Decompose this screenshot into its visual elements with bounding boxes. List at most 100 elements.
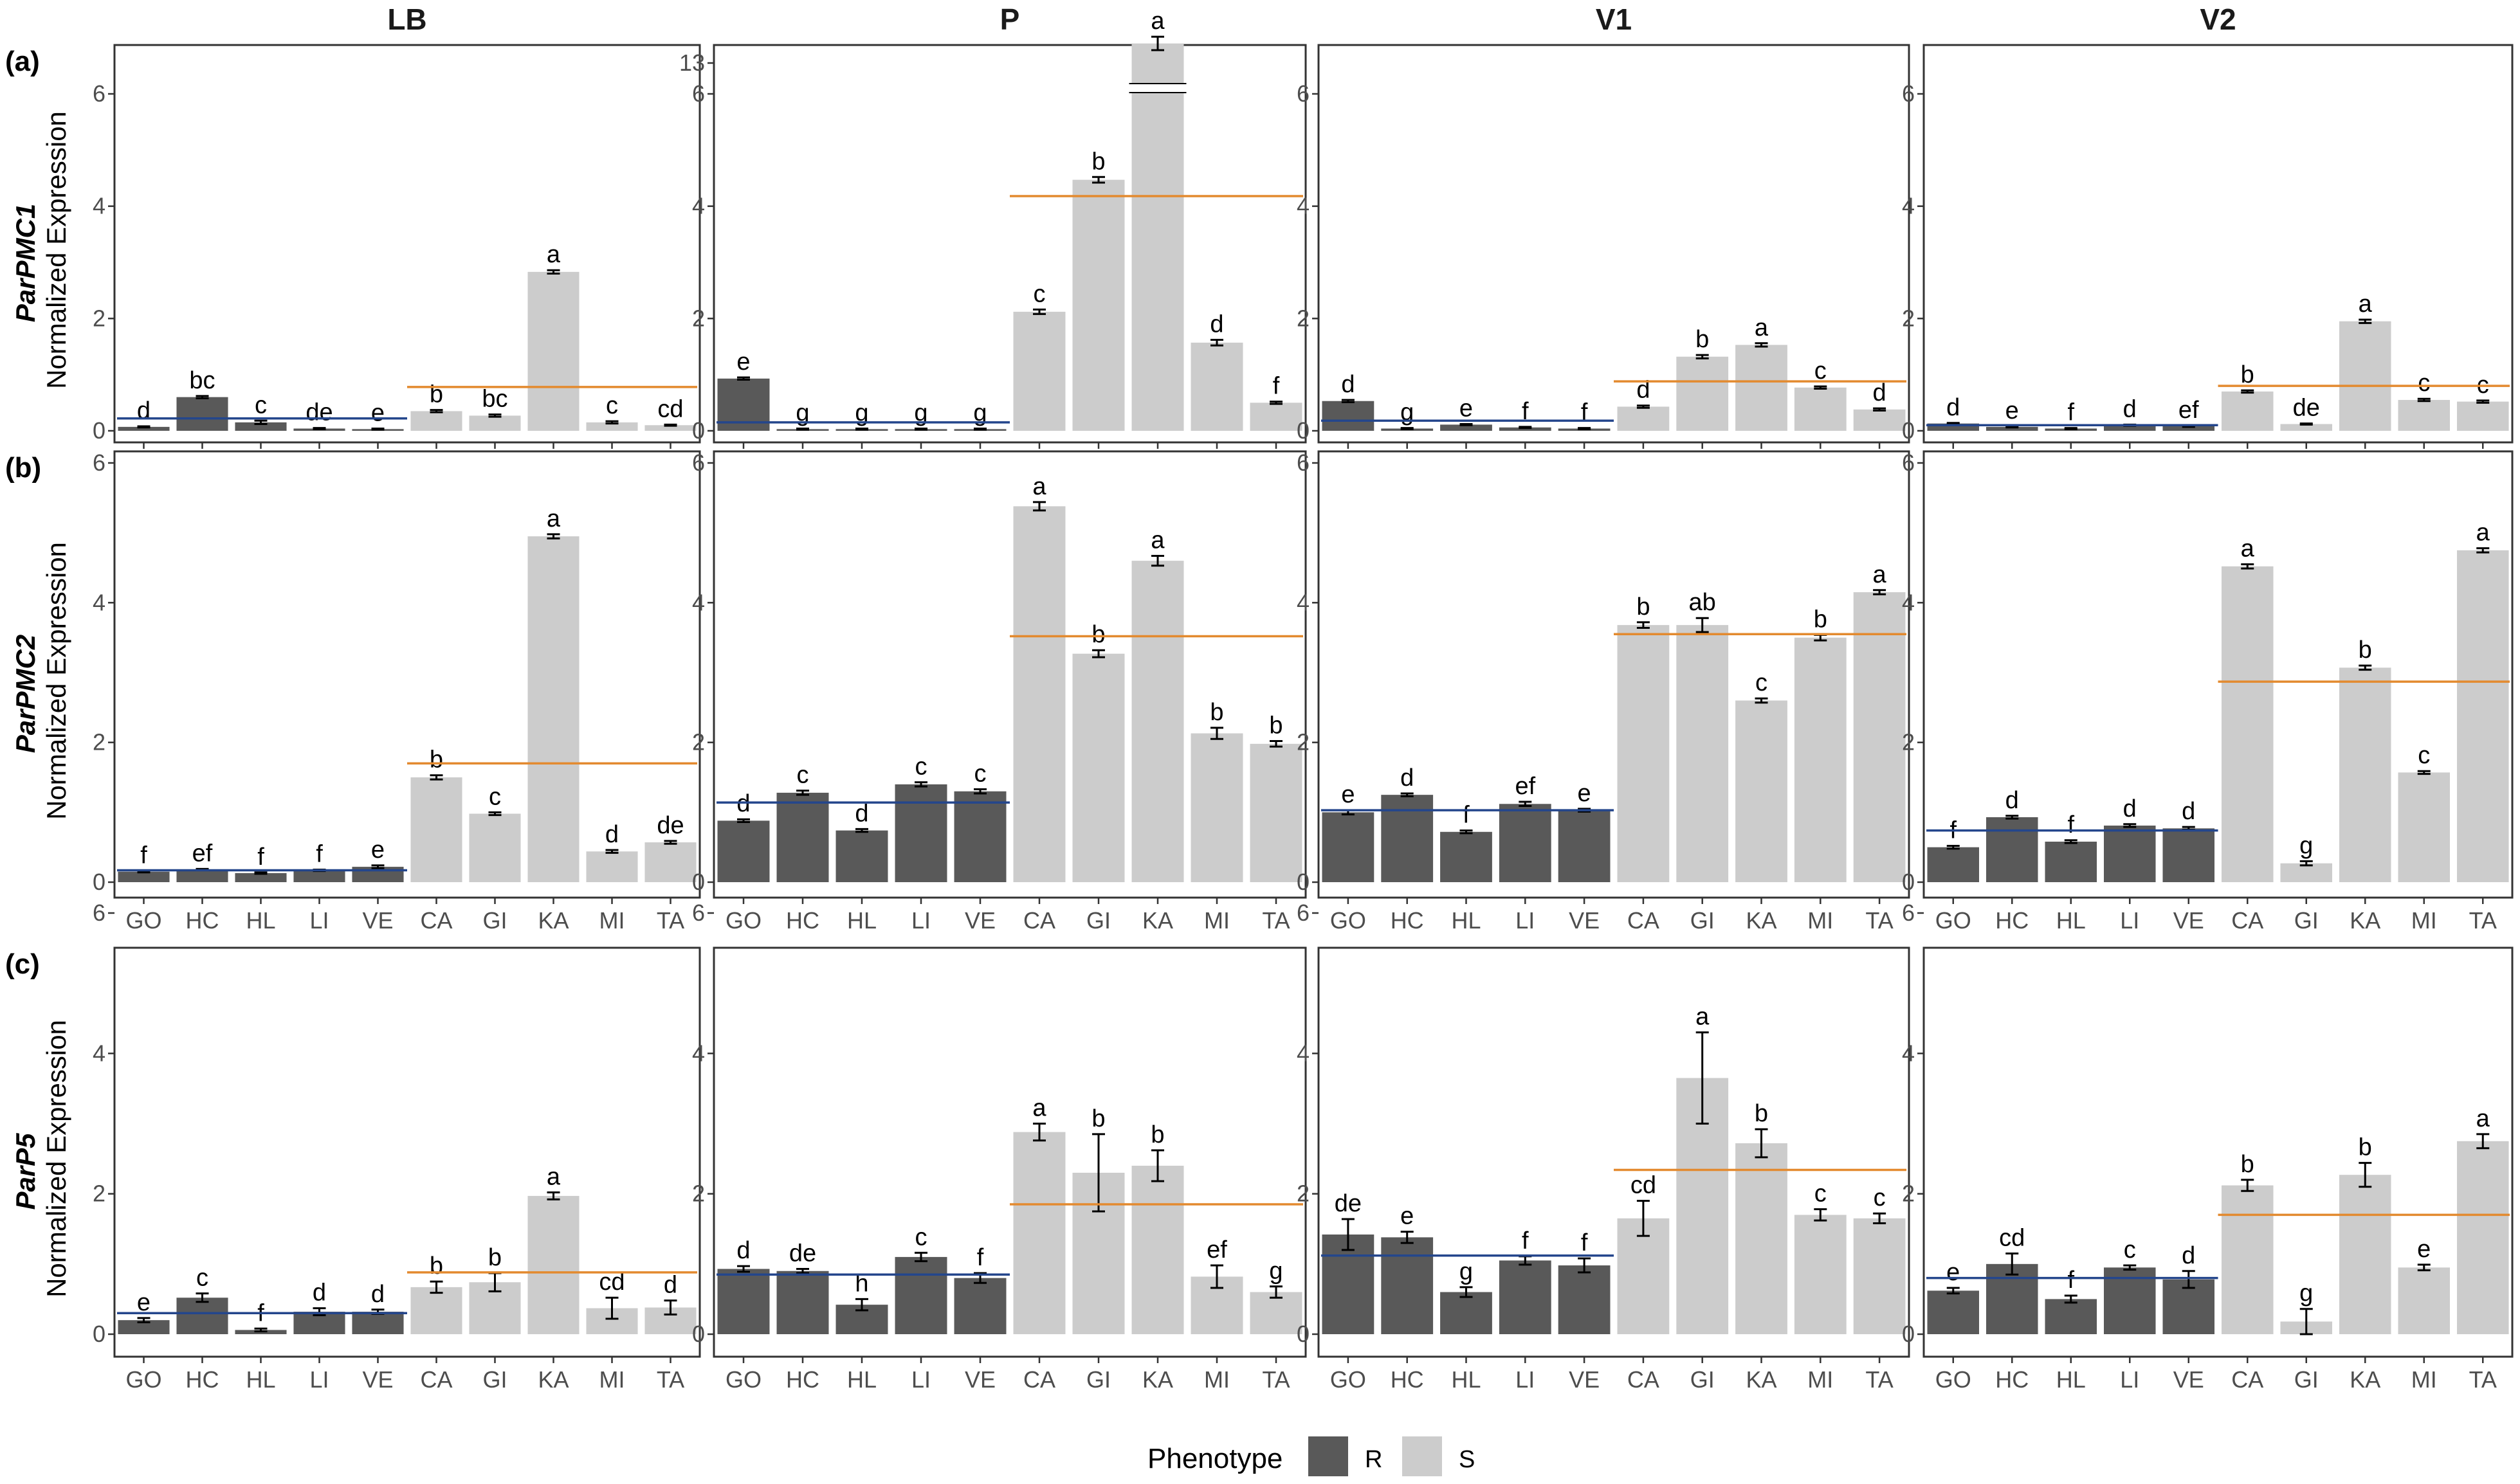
error-bar	[1400, 427, 1414, 430]
x-tick-label: GO	[1935, 1366, 1971, 1393]
significance-letter: g	[973, 400, 987, 427]
x-tick-label: CA	[2231, 1366, 2263, 1393]
x-tick-label: GI	[2294, 907, 2319, 934]
x-tick-label: GI	[482, 907, 507, 934]
x-tick-label: TA	[1262, 907, 1290, 934]
x-tick-label: VE	[2173, 1366, 2204, 1393]
x-tick-label: GI	[1690, 907, 1715, 934]
significance-letter: g	[914, 400, 927, 427]
x-axis-ticks: GO HC HL LI VE CA GI KA MI TA	[1935, 1357, 2497, 1393]
error-bar	[1755, 1128, 1768, 1159]
error-bar	[430, 774, 443, 781]
x-tick-label: HL	[246, 907, 275, 934]
bar-mi	[586, 422, 638, 431]
x-tick-label: GO	[125, 1366, 161, 1393]
error-bar	[2299, 422, 2313, 426]
error-bar	[1946, 422, 1960, 426]
error-bar	[430, 409, 443, 413]
bar-ta	[1853, 592, 1906, 882]
bar-ka	[2339, 1175, 2391, 1334]
significance-letter: f	[2067, 399, 2074, 426]
significance-letter: ef	[1207, 1236, 1227, 1263]
x-tick-label: GO	[1935, 907, 1971, 934]
significance-letter: f	[1581, 1229, 1588, 1256]
error-bar	[2182, 1270, 2195, 1289]
y-axis-ticks: 0 2 4 6	[692, 900, 714, 1347]
y-axis-ticks: 0 2 4 6	[1902, 80, 1924, 444]
x-tick-label: LI	[2120, 1366, 2139, 1393]
y-axis-ticks: 0 2 4 6	[1297, 80, 1319, 444]
y-tick-label: 6	[1297, 449, 1310, 476]
significance-letter: d	[1873, 379, 1886, 406]
significance-letter: g	[855, 400, 868, 427]
bars: e d f ef e b ab c b a	[1322, 561, 1906, 882]
significance-letter: a	[1695, 1004, 1710, 1031]
bar-mi	[2398, 399, 2451, 431]
y-tick-label: 0	[1902, 869, 1915, 895]
x-tick-label: MI	[1807, 907, 1833, 934]
panel-frame	[113, 44, 701, 444]
y-tick-label: 2	[692, 729, 705, 756]
significance-letter: a	[2241, 536, 2255, 563]
bar-ca	[1013, 1132, 1066, 1334]
significance-letter: de	[2293, 395, 2320, 422]
x-tick-label: LI	[2120, 907, 2139, 934]
error-bar	[915, 428, 927, 431]
error-bar	[488, 413, 502, 418]
x-tick-label: CA	[1023, 907, 1055, 934]
x-tick-label: GO	[125, 907, 161, 934]
error-bar	[1636, 404, 1650, 409]
bar-hc	[176, 1298, 228, 1334]
y-axis-label-row-2: ParP5Normalized Expression	[10, 1020, 71, 1298]
bar-li	[1499, 1260, 1551, 1334]
error-bar	[796, 1267, 809, 1274]
y-tick-label: 2	[1902, 729, 1915, 756]
significance-letter: b	[1814, 606, 1827, 633]
bar-ka	[1735, 1143, 1787, 1334]
bar-ve	[2162, 828, 2215, 882]
bar-hc	[176, 397, 228, 431]
bar-hc	[776, 792, 829, 882]
x-tick-label: LI	[1515, 907, 1535, 934]
x-tick-label: TA	[2469, 907, 2497, 934]
x-tick-label: TA	[1865, 1366, 1893, 1393]
y-tick-label: 2	[1297, 305, 1310, 331]
error-bar	[2123, 1264, 2137, 1271]
x-tick-label: TA	[1865, 907, 1893, 934]
x-tick-label: KA	[1142, 907, 1173, 934]
significance-letter: e	[371, 837, 385, 864]
x-tick-label: LI	[1515, 1366, 1535, 1393]
significance-letter: d	[736, 1237, 750, 1264]
bar-ta	[1250, 743, 1302, 882]
error-bar	[2359, 1162, 2372, 1188]
y-tick-label: 6	[93, 80, 105, 107]
significance-letter: de	[657, 812, 684, 839]
bar-ta	[2456, 1141, 2509, 1334]
error-bar	[2005, 1252, 2019, 1276]
y-tick-label: 0	[1902, 417, 1915, 444]
error-bar	[1755, 342, 1768, 348]
x-tick-label: MI	[2411, 907, 2437, 934]
significance-letter: e	[371, 400, 385, 427]
y-tick-label: 6	[692, 900, 705, 926]
error-bar	[1210, 727, 1223, 740]
legend-key-r	[1308, 1436, 1348, 1476]
x-tick-label: LI	[309, 907, 329, 934]
bar-ve	[954, 1278, 1007, 1334]
bar-ca	[2221, 566, 2274, 882]
x-tick-label: GO	[726, 907, 762, 934]
x-axis-ticks: GO HC HL LI VE CA GI KA MI TA	[125, 898, 684, 934]
error-bar	[547, 533, 560, 539]
error-bar	[2299, 1308, 2313, 1335]
bar-gi	[1676, 356, 1729, 431]
significance-letter: b	[1210, 699, 1223, 726]
x-tick-label: HC	[786, 1366, 819, 1393]
bar-li	[293, 870, 345, 882]
y-tick-label: 0	[1297, 1321, 1310, 1347]
bar-gi	[1072, 179, 1125, 431]
y-tick-label: 4	[692, 589, 705, 615]
x-tick-label: CA	[2231, 907, 2263, 934]
bar-ta	[1250, 403, 1302, 431]
x-tick-label: CA	[1627, 907, 1659, 934]
